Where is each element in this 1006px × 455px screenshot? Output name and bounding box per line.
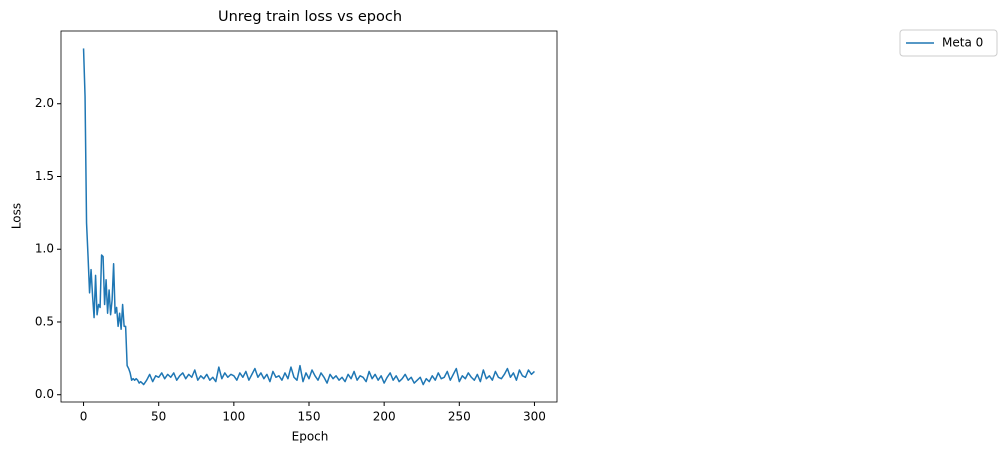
x-tick-label: 150 <box>298 410 321 424</box>
x-axis-label: Epoch <box>292 430 329 444</box>
chart-title: Unreg train loss vs epoch <box>218 9 402 25</box>
y-tick-label: 1.0 <box>35 242 54 256</box>
y-tick-label: 2.0 <box>35 96 54 110</box>
y-axis-label: Loss <box>10 203 24 229</box>
x-tick-label: 50 <box>151 410 166 424</box>
x-tick-label: 200 <box>373 410 396 424</box>
x-tick-label: 300 <box>523 410 546 424</box>
x-tick-label: 0 <box>80 410 88 424</box>
legend-box <box>899 29 998 57</box>
line-series <box>82 48 535 386</box>
y-tick-label: 1.5 <box>35 169 54 183</box>
legend-label: Meta 0 <box>942 36 983 50</box>
x-tick-label: 100 <box>222 410 245 424</box>
x-tick-label: 250 <box>448 410 471 424</box>
y-tick-label: 0.5 <box>35 314 54 328</box>
y-tick-label: 0.0 <box>35 387 54 401</box>
axes-frame <box>60 30 558 403</box>
